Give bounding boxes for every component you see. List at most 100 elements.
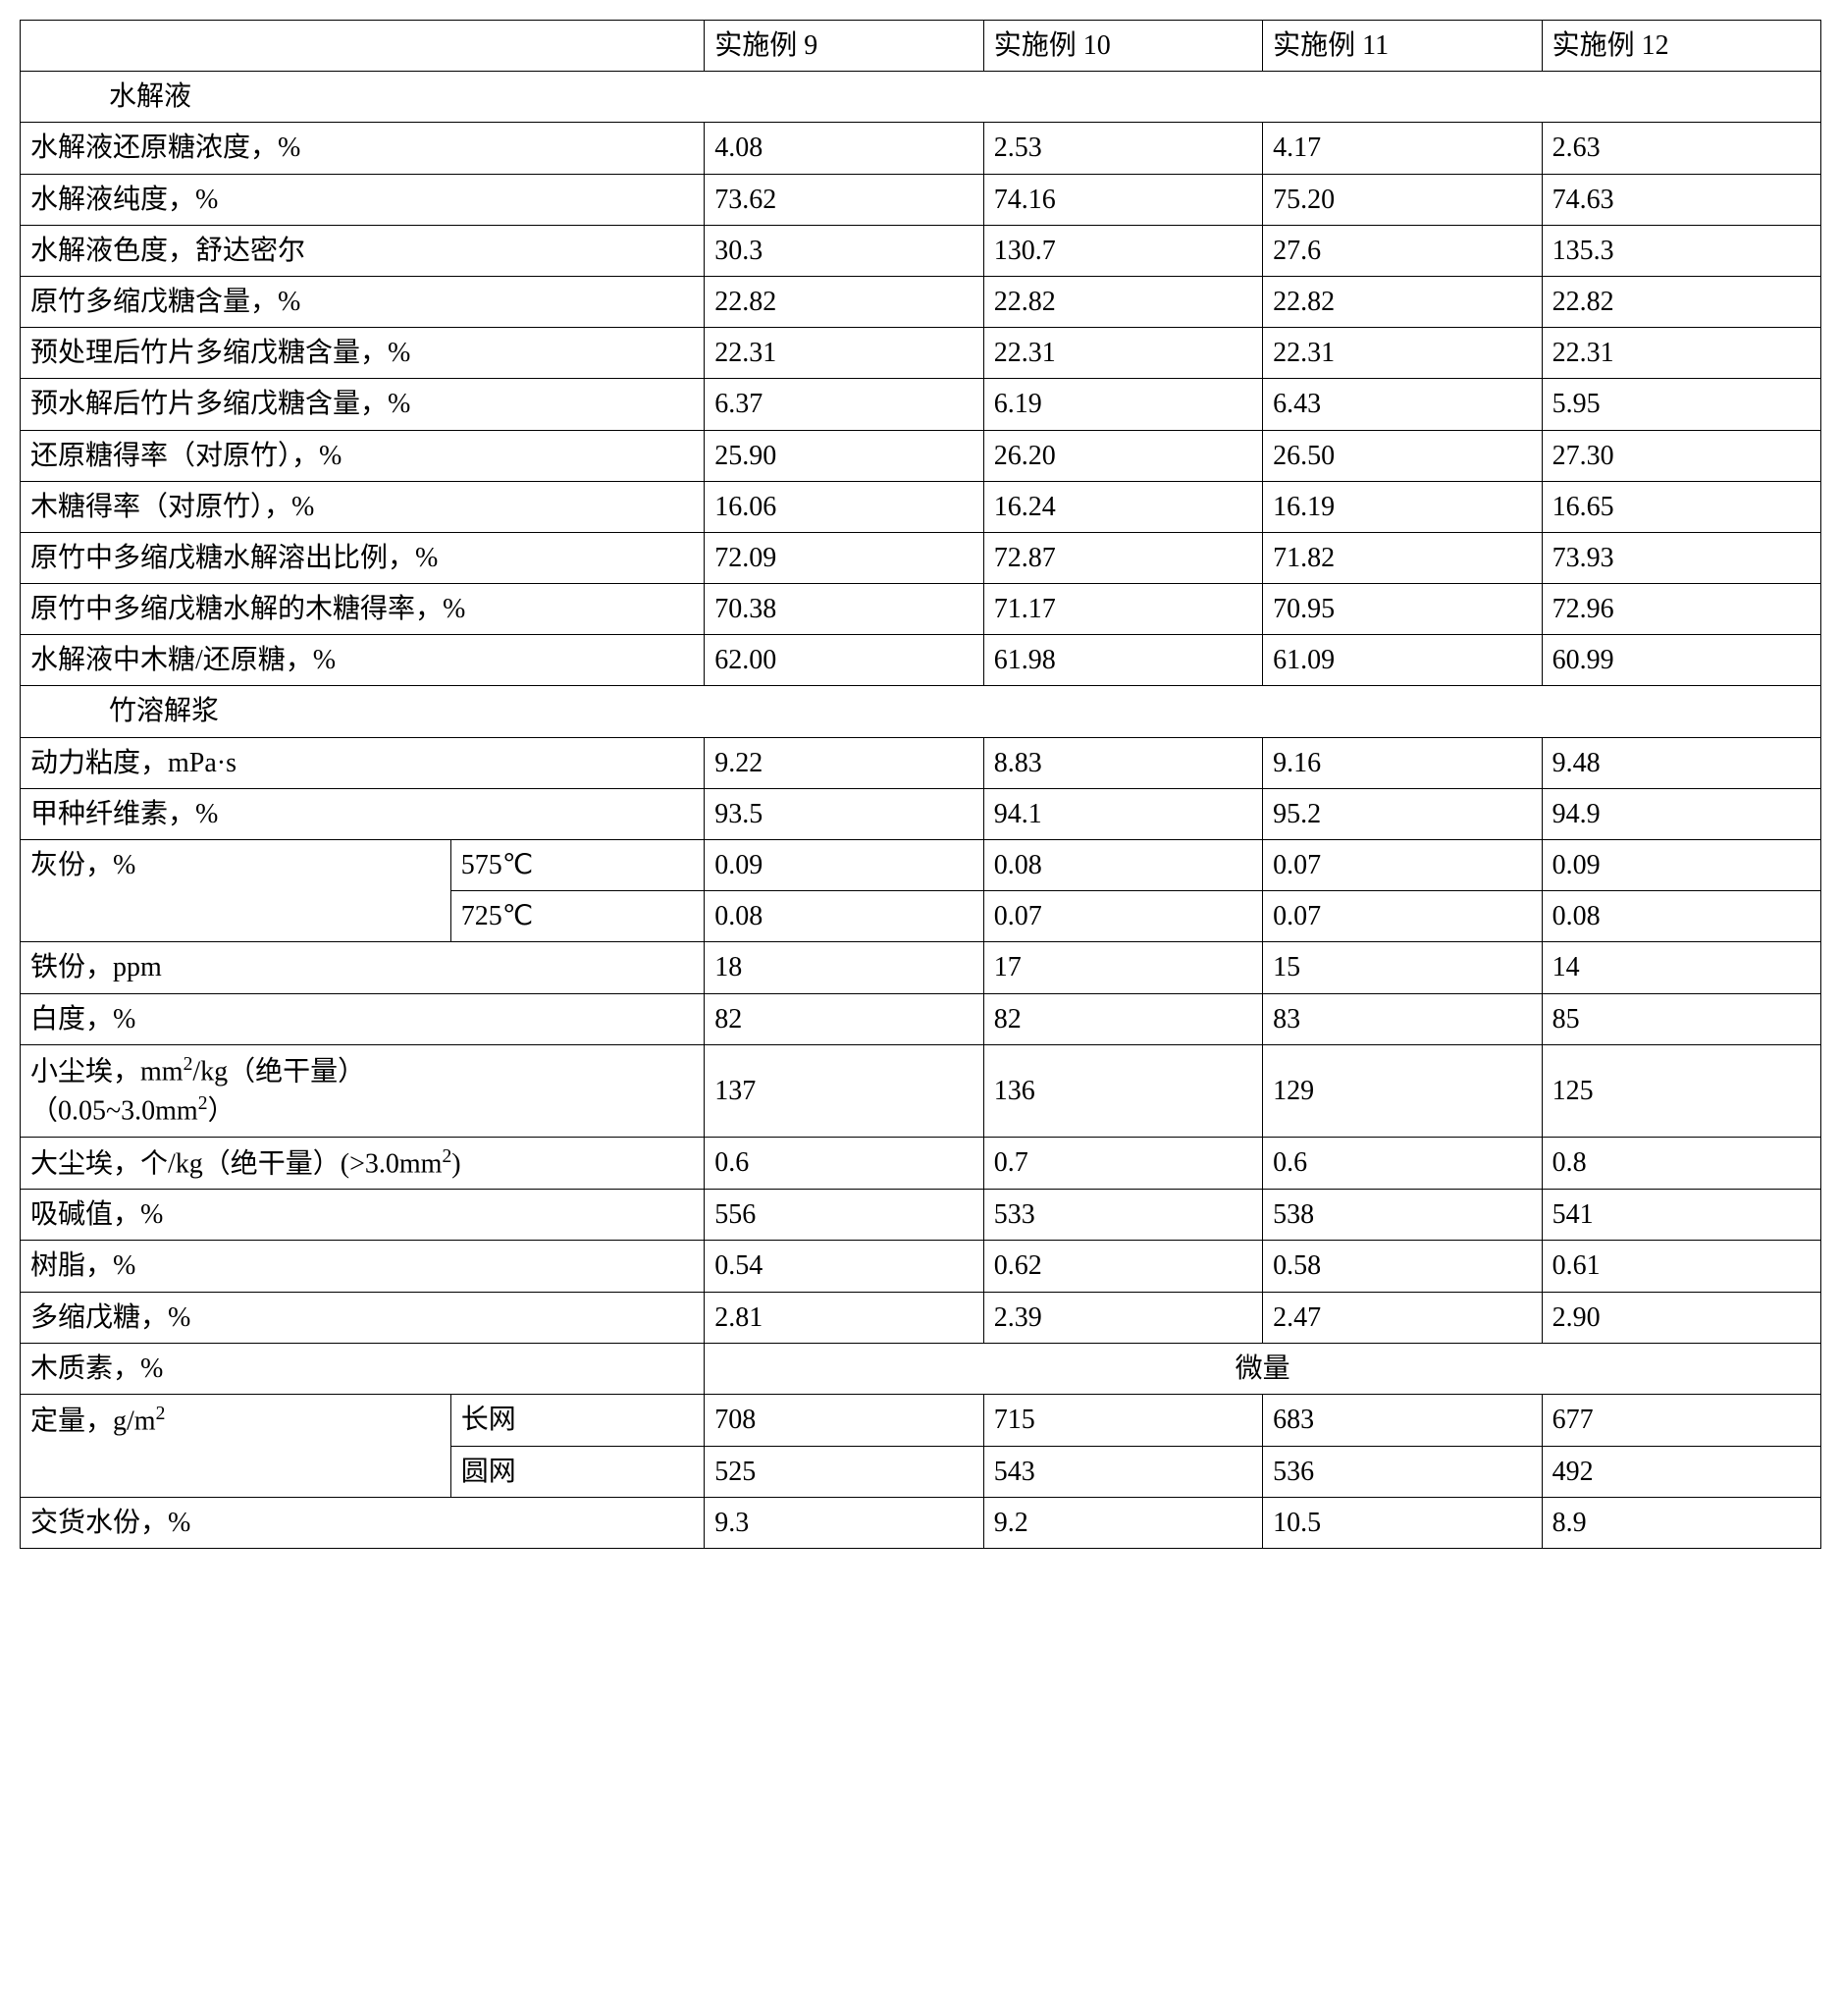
cell: 541 xyxy=(1542,1190,1820,1241)
cell: 75.20 xyxy=(1263,174,1542,225)
cell: 22.82 xyxy=(983,276,1262,327)
cell: 9.22 xyxy=(705,737,983,788)
table-row: 还原糖得率（对原竹），% 25.90 26.20 26.50 27.30 xyxy=(21,430,1821,481)
cell: 4.17 xyxy=(1263,123,1542,174)
row-label: 水解液中木糖/还原糖，% xyxy=(21,635,705,686)
cell: 15 xyxy=(1263,942,1542,993)
cell: 0.07 xyxy=(1263,840,1542,891)
cell: 129 xyxy=(1263,1044,1542,1137)
row-label: 吸碱值，% xyxy=(21,1190,705,1241)
row-label: 交货水份，% xyxy=(21,1498,705,1549)
cell: 30.3 xyxy=(705,225,983,276)
cell: 0.7 xyxy=(983,1137,1262,1190)
row-label: 树脂，% xyxy=(21,1241,705,1292)
row-label: 水解液纯度，% xyxy=(21,174,705,225)
cell: 83 xyxy=(1263,993,1542,1044)
cell: 2.81 xyxy=(705,1292,983,1343)
ash-sub2-label: 725℃ xyxy=(450,891,704,942)
cell: 4.08 xyxy=(705,123,983,174)
cell: 82 xyxy=(983,993,1262,1044)
bigdust-row: 大尘埃，个/kg（绝干量）(>3.0mm2) 0.6 0.7 0.6 0.8 xyxy=(21,1137,1821,1190)
table-row: 木糖得率（对原竹），% 16.06 16.24 16.19 16.65 xyxy=(21,481,1821,532)
cell: 9.2 xyxy=(983,1498,1262,1549)
cell: 677 xyxy=(1542,1395,1820,1447)
row-label: 原竹中多缩戊糖水解的木糖得率，% xyxy=(21,584,705,635)
cell: 2.47 xyxy=(1263,1292,1542,1343)
header-blank xyxy=(21,21,705,72)
lignin-value: 微量 xyxy=(705,1343,1821,1394)
cell: 9.16 xyxy=(1263,737,1542,788)
cell: 2.39 xyxy=(983,1292,1262,1343)
smalldust-label: 小尘埃，mm2/kg（绝干量） （0.05~3.0mm2） xyxy=(21,1044,705,1137)
table-row: 多缩戊糖，% 2.81 2.39 2.47 2.90 xyxy=(21,1292,1821,1343)
cell: 22.82 xyxy=(705,276,983,327)
row-label: 预水解后竹片多缩戊糖含量，% xyxy=(21,379,705,430)
section-row: 水解液 xyxy=(21,72,1821,123)
cell: 82 xyxy=(705,993,983,1044)
cell: 137 xyxy=(705,1044,983,1137)
table-row: 水解液还原糖浓度，% 4.08 2.53 4.17 2.63 xyxy=(21,123,1821,174)
cell: 74.16 xyxy=(983,174,1262,225)
smalldust-row: 小尘埃，mm2/kg（绝干量） （0.05~3.0mm2） 137 136 12… xyxy=(21,1044,1821,1137)
cell: 71.82 xyxy=(1263,532,1542,583)
cell: 22.31 xyxy=(705,328,983,379)
cell: 94.1 xyxy=(983,788,1262,839)
ash-label: 灰份，% 575℃ 725℃ xyxy=(21,840,705,942)
table-row: 铁份，ppm 18 17 15 14 xyxy=(21,942,1821,993)
cell: 14 xyxy=(1542,942,1820,993)
cell: 0.08 xyxy=(983,840,1262,891)
cell: 95.2 xyxy=(1263,788,1542,839)
section1-label: 水解液 xyxy=(21,72,1821,123)
cell: 73.62 xyxy=(705,174,983,225)
cell: 27.6 xyxy=(1263,225,1542,276)
cell: 492 xyxy=(1542,1446,1820,1498)
cell: 130.7 xyxy=(983,225,1262,276)
cell: 71.17 xyxy=(983,584,1262,635)
cell: 6.37 xyxy=(705,379,983,430)
lignin-label: 木质素，% xyxy=(21,1343,705,1394)
data-table: 实施例 9 实施例 10 实施例 11 实施例 12 水解液 水解液还原糖浓度，… xyxy=(20,20,1821,1549)
ash-sub1-label: 575℃ xyxy=(450,840,704,891)
cell: 6.43 xyxy=(1263,379,1542,430)
cell: 136 xyxy=(983,1044,1262,1137)
header-row: 实施例 9 实施例 10 实施例 11 实施例 12 xyxy=(21,21,1821,72)
basis-sub2-label: 圆网 xyxy=(450,1447,704,1498)
row-label: 水解液还原糖浓度，% xyxy=(21,123,705,174)
row-label: 铁份，ppm xyxy=(21,942,705,993)
cell: 2.53 xyxy=(983,123,1262,174)
cell: 536 xyxy=(1263,1446,1542,1498)
cell: 525 xyxy=(705,1446,983,1498)
cell: 26.20 xyxy=(983,430,1262,481)
lignin-row: 木质素，% 微量 xyxy=(21,1343,1821,1394)
cell: 27.30 xyxy=(1542,430,1820,481)
cell: 0.58 xyxy=(1263,1241,1542,1292)
cell: 2.90 xyxy=(1542,1292,1820,1343)
table-row: 树脂，% 0.54 0.62 0.58 0.61 xyxy=(21,1241,1821,1292)
cell: 715 xyxy=(983,1395,1262,1447)
cell: 2.63 xyxy=(1542,123,1820,174)
cell: 72.09 xyxy=(705,532,983,583)
cell: 538 xyxy=(1263,1190,1542,1241)
cell: 0.6 xyxy=(1263,1137,1542,1190)
cell: 9.3 xyxy=(705,1498,983,1549)
row-label: 甲种纤维素，% xyxy=(21,788,705,839)
cell: 25.90 xyxy=(705,430,983,481)
cell: 72.87 xyxy=(983,532,1262,583)
cell: 22.82 xyxy=(1263,276,1542,327)
cell: 22.31 xyxy=(1263,328,1542,379)
cell: 0.07 xyxy=(1263,891,1542,942)
row-label: 预处理后竹片多缩戊糖含量，% xyxy=(21,328,705,379)
cell: 26.50 xyxy=(1263,430,1542,481)
cell: 135.3 xyxy=(1542,225,1820,276)
row-label: 多缩戊糖，% xyxy=(21,1292,705,1343)
cell: 0.08 xyxy=(1542,891,1820,942)
table-row: 水解液中木糖/还原糖，% 62.00 61.98 61.09 60.99 xyxy=(21,635,1821,686)
header-c3: 实施例 11 xyxy=(1263,21,1542,72)
table-row: 白度，% 82 82 83 85 xyxy=(21,993,1821,1044)
cell: 683 xyxy=(1263,1395,1542,1447)
row-label: 原竹中多缩戊糖水解溶出比例，% xyxy=(21,532,705,583)
cell: 16.06 xyxy=(705,481,983,532)
cell: 61.98 xyxy=(983,635,1262,686)
table-row: 甲种纤维素，% 93.5 94.1 95.2 94.9 xyxy=(21,788,1821,839)
cell: 0.6 xyxy=(705,1137,983,1190)
